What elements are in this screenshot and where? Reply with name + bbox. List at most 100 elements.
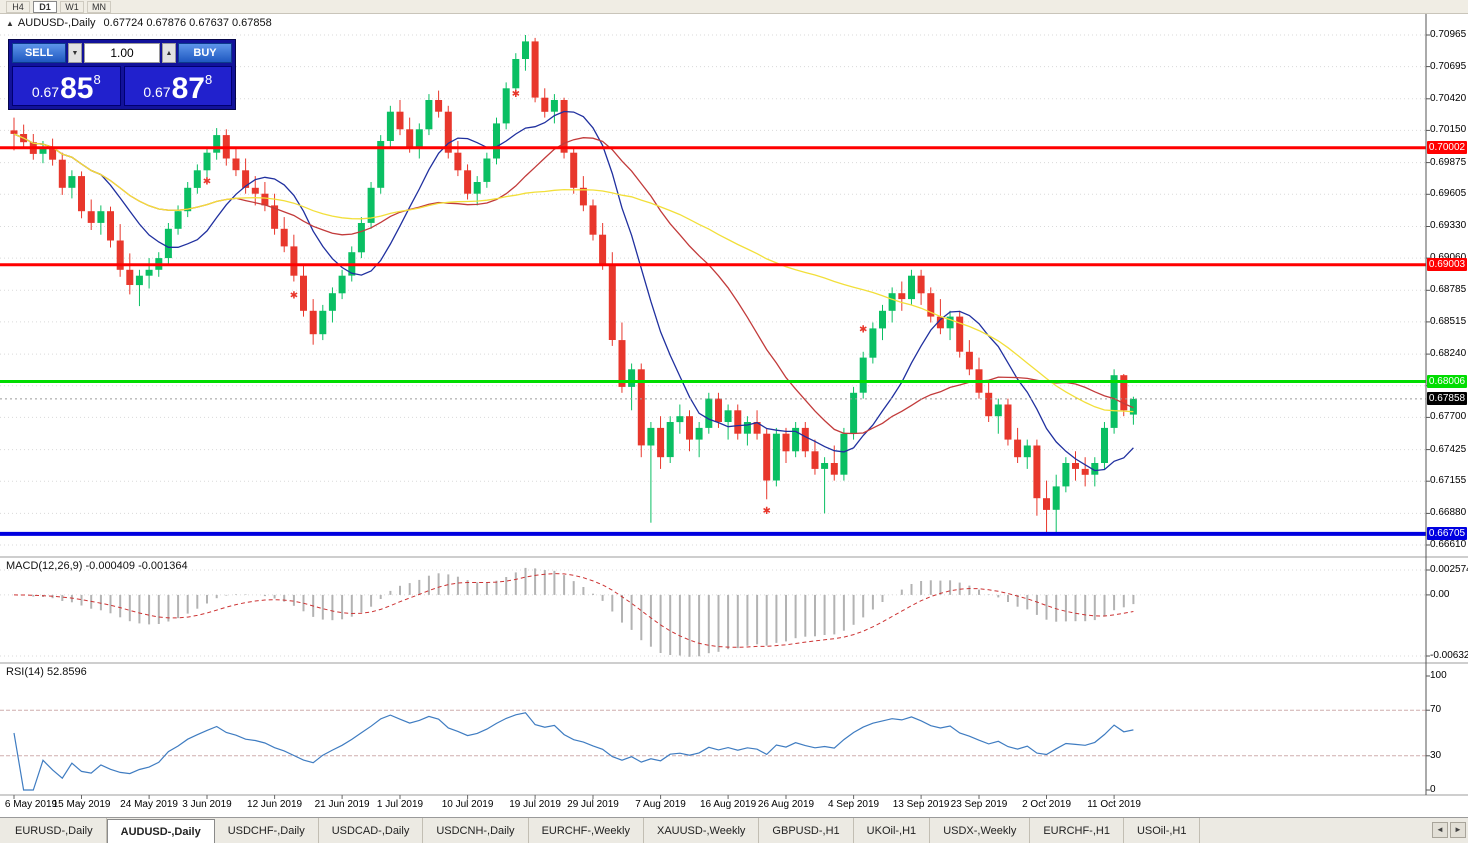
chart-tab-ukoil-h1[interactable]: UKOil-,H1 <box>854 818 931 843</box>
tabs-scroll-right-button[interactable]: ► <box>1450 822 1466 838</box>
price-axis-label: 0.68785 <box>1430 284 1467 296</box>
price-axis-label: 0.70965 <box>1430 29 1467 40</box>
hline-price-tag: 0.68006 <box>1427 375 1467 389</box>
timeframe-button-w1[interactable]: W1 <box>60 0 84 13</box>
price-axis-label: 0.70695 <box>1430 60 1467 72</box>
date-axis-label: 29 Jul 2019 <box>567 799 619 810</box>
price-axis-label: 0.69605 <box>1430 188 1467 200</box>
price-axis-label: 0.70150 <box>1430 124 1467 136</box>
chart-tab-usdchf-daily[interactable]: USDCHF-,Daily <box>215 818 319 843</box>
volume-decrease-button[interactable]: ▼ <box>68 43 82 63</box>
price-axis-label: 0.68515 <box>1430 315 1467 327</box>
date-axis-label: 23 Sep 2019 <box>950 799 1008 810</box>
date-axis-label: 24 May 2019 <box>120 799 178 810</box>
rsi-axis-label: 70 <box>1430 704 1442 716</box>
date-axis[interactable]: 6 May 2019 15 May 2019 24 May 2019 3 Jun 20… <box>0 795 1426 817</box>
date-axis-label: 10 Jul 2019 <box>441 799 494 810</box>
chart-tab-gbpusd-h1[interactable]: GBPUSD-,H1 <box>759 818 854 843</box>
timeframe-toolbar: H4 D1 W1 MN <box>0 0 1468 14</box>
tabs-scroll-left-button[interactable]: ◄ <box>1432 822 1448 838</box>
timeframe-button-mn[interactable]: MN <box>87 0 111 13</box>
chart-tab-usdcnh-daily[interactable]: USDCNH-,Daily <box>423 818 529 843</box>
chart-tab-xauusd-weekly[interactable]: XAUUSD-,Weekly <box>644 818 760 843</box>
timeframe-button-h4[interactable]: H4 <box>6 0 30 13</box>
price-axis-label: 0.70420 <box>1430 92 1467 104</box>
chart-tab-eurchf-weekly[interactable]: EURCHF-,Weekly <box>529 818 644 843</box>
price-axis-label: 0.67155 <box>1430 475 1467 487</box>
sell-button[interactable]: SELL <box>12 43 66 63</box>
date-axis-label: 16 Aug 2019 <box>700 799 757 810</box>
rsi-axis-label: 0 <box>1430 784 1436 795</box>
tab-scroll-buttons: ◄ ► <box>1432 822 1466 838</box>
buy-button[interactable]: BUY <box>178 43 232 63</box>
timeframe-button-d1[interactable]: D1 <box>33 0 57 13</box>
chart-tabs-bar: EURUSD-,Daily AUDUSD-,Daily USDCHF-,Daily U… <box>0 817 1468 843</box>
svg-text:✱: ✱ <box>512 89 520 100</box>
price-axis[interactable]: 0.70965 0.70695 0.70420 0.70150 0.69875 0.696… <box>1427 14 1468 817</box>
date-axis-label: 1 Jul 2019 <box>376 799 424 810</box>
hline-price-tag: 0.70002 <box>1427 141 1467 155</box>
chart-tab-eurusd-daily[interactable]: EURUSD-,Daily <box>2 818 107 843</box>
svg-text:✱: ✱ <box>859 325 867 336</box>
date-axis-label: 21 Jun 2019 <box>314 799 370 810</box>
rsi-indicator-label: RSI(14) 52.8596 <box>6 666 87 678</box>
rsi-name: RSI(14) <box>6 666 44 678</box>
chart-tab-usdcad-daily[interactable]: USDCAD-,Daily <box>319 818 424 843</box>
svg-text:✱: ✱ <box>290 291 298 302</box>
sell-price-display[interactable]: 0.67 85 8 <box>12 66 121 106</box>
rsi-axis-label: 100 <box>1430 670 1447 681</box>
date-axis-label: 15 May 2019 <box>52 799 111 810</box>
price-axis-label: 0.67425 <box>1430 443 1467 455</box>
date-axis-label: 11 Oct 2019 <box>1087 799 1141 810</box>
macd-indicator-label: MACD(12,26,9) -0.000409 -0.001364 <box>6 560 188 572</box>
buy-price-display[interactable]: 0.67 87 8 <box>123 66 232 106</box>
macd-name: MACD(12,26,9) <box>6 560 83 572</box>
date-axis-label: 26 Aug 2019 <box>757 799 815 810</box>
date-axis-label: 3 Jun 2019 <box>182 799 232 810</box>
price-axis-label: 0.66610 <box>1430 539 1467 550</box>
chart-tab-audusd-daily[interactable]: AUDUSD-,Daily <box>106 819 215 843</box>
hline-price-tag: 0.66705 <box>1427 527 1467 541</box>
buy-price-digits: 87 <box>171 71 205 105</box>
price-axis-label: 0.66880 <box>1430 507 1467 519</box>
date-axis-label: 13 Sep 2019 <box>892 799 950 810</box>
sell-price-digits: 85 <box>60 71 94 105</box>
one-click-panel-toggle-icon[interactable]: ▲ <box>6 19 14 28</box>
svg-text:✱: ✱ <box>203 177 211 188</box>
date-axis-label: 4 Sep 2019 <box>827 799 880 810</box>
volume-increase-button[interactable]: ▲ <box>162 43 176 63</box>
sell-price-prefix: 0.67 <box>31 84 60 101</box>
date-axis-label: 2 Oct 2019 <box>1022 799 1071 810</box>
chart-tab-usoil-h1[interactable]: USOil-,H1 <box>1124 818 1201 843</box>
rsi-axis-label: 30 <box>1430 749 1442 761</box>
price-axis-label: 0.69330 <box>1430 220 1467 232</box>
volume-input[interactable] <box>84 43 160 63</box>
chart-title-bar: ▲ AUDUSD-,Daily 0.67724 0.67876 0.67637 0.… <box>6 17 272 29</box>
price-axis-label: 0.67700 <box>1430 411 1467 423</box>
buy-price-prefix: 0.67 <box>143 84 171 101</box>
chart-ohlc-readout: 0.67724 0.67876 0.67637 0.67858 <box>103 17 272 29</box>
macd-axis-label: 0.002574 <box>1430 564 1468 575</box>
price-axis-label: 0.69875 <box>1430 156 1467 168</box>
chart-title: AUDUSD-,Daily <box>17 17 96 29</box>
current-price-tag: 0.67858 <box>1427 392 1467 406</box>
price-axis-label: 0.68240 <box>1430 348 1467 360</box>
date-axis-label: 6 May 2019 <box>4 799 58 810</box>
rsi-value: 52.8596 <box>46 666 87 678</box>
chart-tab-eurchf-h1[interactable]: EURCHF-,H1 <box>1030 818 1124 843</box>
svg-text:✱: ✱ <box>763 506 771 517</box>
date-axis-label: 7 Aug 2019 <box>635 799 686 810</box>
macd-values: -0.000409 -0.001364 <box>85 560 188 572</box>
date-axis-label: 12 Jun 2019 <box>247 799 303 810</box>
chart-tab-usdx-weekly[interactable]: USDX-,Weekly <box>930 818 1031 843</box>
date-axis-label: 19 Jul 2019 <box>509 799 561 810</box>
price-axis-label: 0.69060 <box>1430 252 1466 263</box>
buy-price-pip: 8 <box>204 72 213 87</box>
sell-price-pip: 8 <box>93 72 101 87</box>
hline-price-tag: 0.69003 <box>1427 258 1467 272</box>
macd-axis-label: 0.00 <box>1430 588 1450 600</box>
macd-axis-label: -0.006326 <box>1430 650 1468 661</box>
